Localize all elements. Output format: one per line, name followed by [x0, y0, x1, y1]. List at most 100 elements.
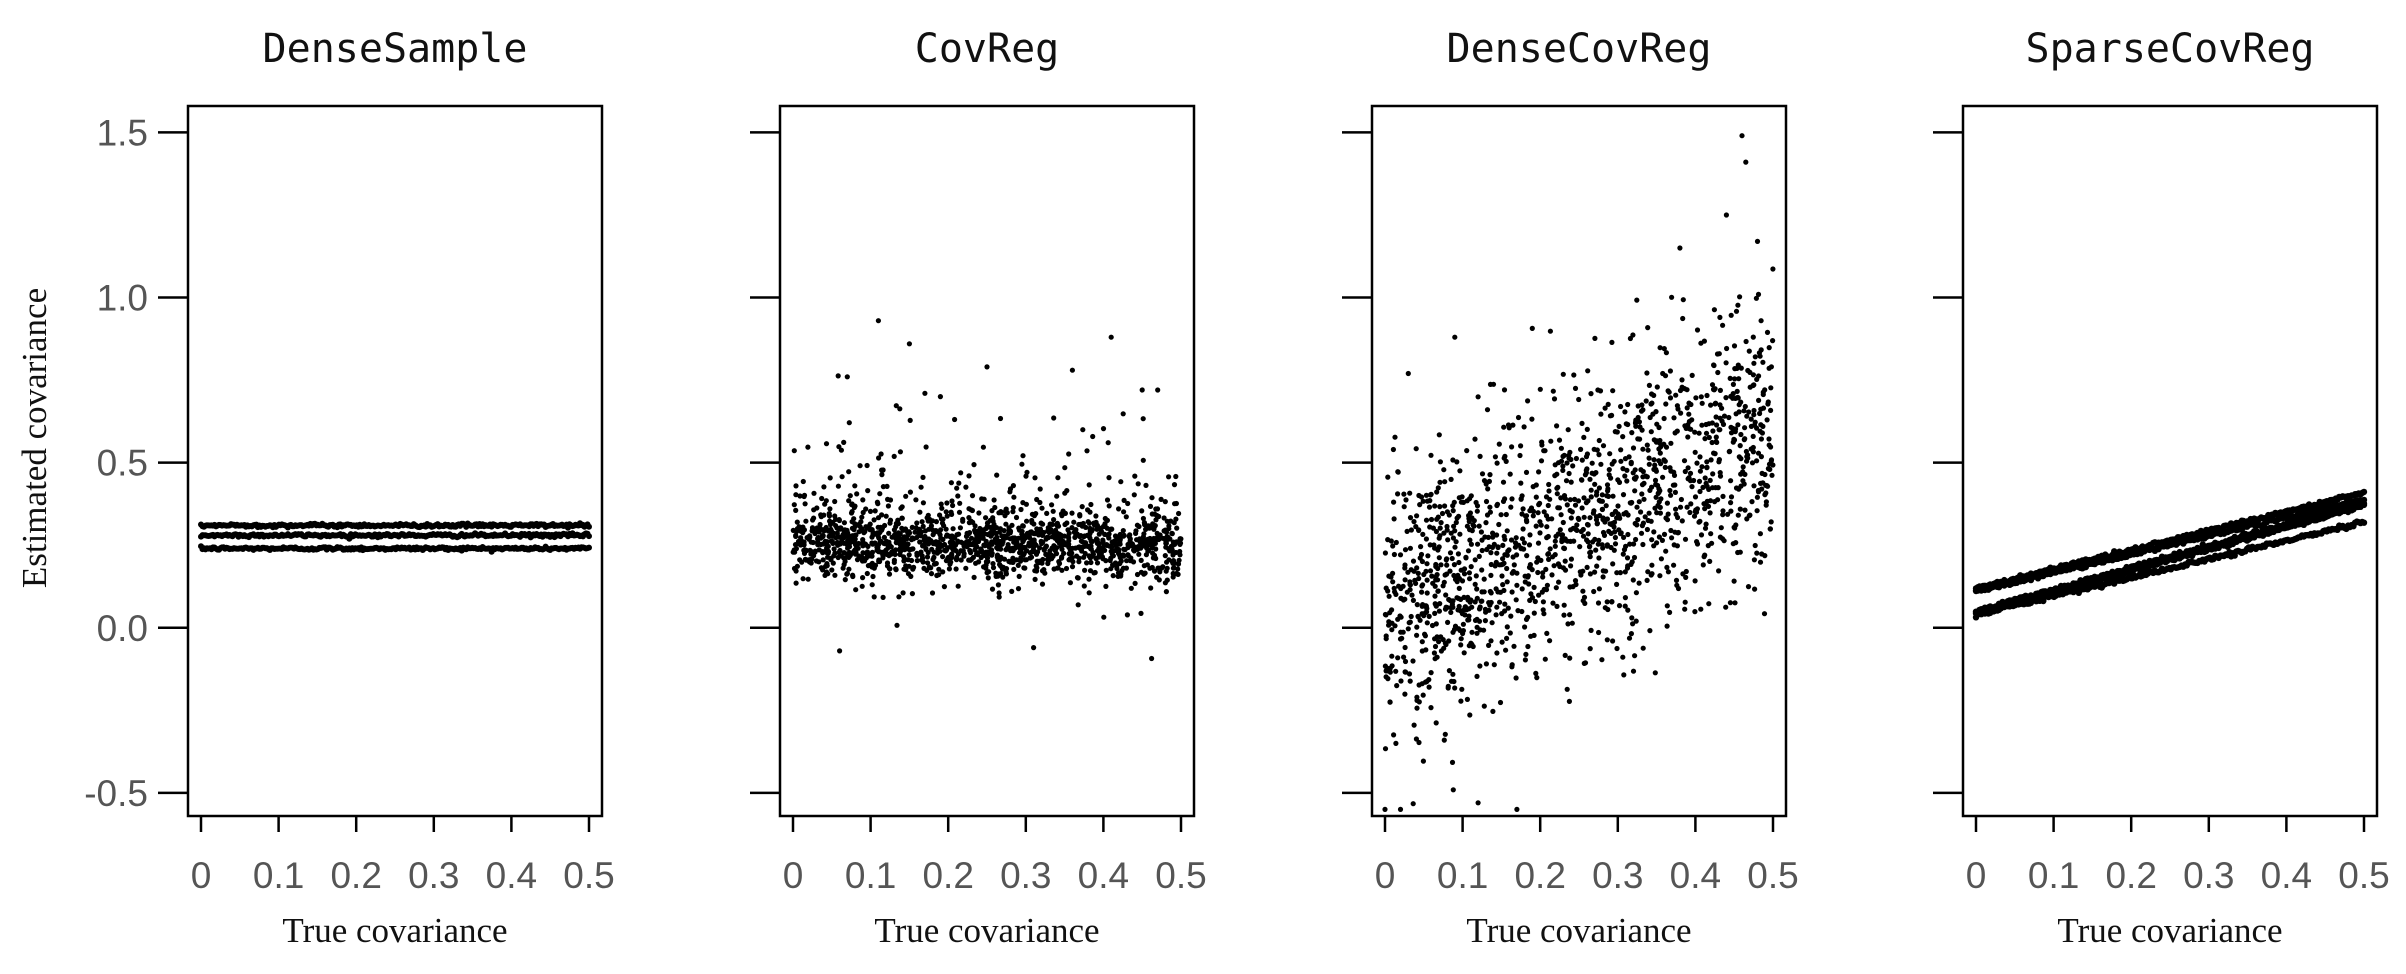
data-point — [920, 559, 926, 565]
data-point — [1649, 537, 1655, 543]
data-point — [1063, 565, 1070, 572]
data-point — [1107, 526, 1113, 533]
data-point — [1603, 503, 1609, 509]
data-point — [1080, 427, 1086, 433]
data-point — [1051, 517, 1057, 523]
data-point — [1635, 517, 1641, 523]
data-point — [1647, 487, 1653, 493]
data-point — [1585, 368, 1591, 374]
data-point — [1763, 482, 1769, 488]
data-point — [1505, 422, 1512, 428]
data-point — [1481, 576, 1487, 582]
data-point — [1468, 541, 1474, 547]
data-point — [1615, 503, 1621, 509]
data-point — [937, 512, 943, 518]
data-point — [1397, 613, 1403, 619]
data-point — [1031, 537, 1037, 543]
data-point — [586, 544, 592, 551]
data-point — [1138, 610, 1144, 617]
data-point — [875, 524, 881, 530]
data-point — [1049, 502, 1055, 508]
data-point — [1572, 502, 1579, 508]
data-point — [1756, 397, 1762, 403]
data-point — [1140, 515, 1146, 522]
data-point — [1449, 759, 1456, 766]
data-point — [1768, 444, 1774, 450]
data-point — [1509, 444, 1515, 450]
data-point — [1617, 570, 1623, 576]
data-point — [1390, 543, 1396, 549]
data-point — [821, 484, 827, 490]
data-point — [1032, 475, 1038, 481]
data-point — [1736, 409, 1742, 415]
data-point — [1464, 523, 1470, 529]
data-point — [1693, 395, 1699, 401]
data-point — [814, 525, 820, 531]
data-point — [1454, 459, 1460, 465]
data-point — [1591, 471, 1597, 477]
data-point — [1419, 589, 1425, 595]
data-point — [1466, 570, 1472, 576]
data-point — [1402, 644, 1408, 651]
data-point — [1519, 608, 1525, 615]
data-point — [1534, 559, 1540, 565]
data-point — [1735, 362, 1741, 368]
data-point — [1562, 558, 1568, 564]
data-point — [966, 538, 972, 544]
data-point — [1652, 505, 1658, 511]
plot-frame — [186, 104, 604, 818]
data-point — [1721, 413, 1728, 419]
data-point — [1488, 561, 1494, 568]
data-point — [811, 515, 817, 521]
data-point — [1134, 571, 1141, 578]
data-point — [1022, 557, 1028, 563]
data-point — [1560, 519, 1566, 526]
data-point — [990, 565, 997, 571]
data-point — [1651, 437, 1657, 443]
data-point — [1591, 588, 1597, 595]
data-point — [1162, 580, 1168, 586]
data-point — [1053, 527, 1059, 533]
data-point — [1396, 583, 1402, 589]
data-point — [1630, 332, 1636, 338]
data-point — [1143, 482, 1149, 488]
data-point — [1469, 604, 1475, 610]
data-point — [1403, 497, 1409, 503]
data-point — [1529, 325, 1535, 331]
data-point — [1758, 436, 1764, 442]
data-point — [1644, 577, 1650, 584]
data-point — [1478, 598, 1484, 604]
data-point — [835, 483, 842, 489]
data-point — [1621, 534, 1627, 541]
data-point — [1596, 537, 1602, 543]
data-point — [1637, 436, 1643, 442]
data-point — [957, 525, 964, 531]
data-point — [1567, 497, 1573, 503]
data-point — [1712, 451, 1718, 457]
data-point — [1388, 538, 1394, 544]
data-point — [1740, 464, 1746, 470]
data-point — [1039, 505, 1045, 511]
data-point — [1161, 515, 1167, 521]
data-point — [1572, 496, 1578, 502]
data-point — [1600, 568, 1606, 574]
data-point — [880, 555, 886, 561]
data-point — [1522, 579, 1528, 585]
data-point — [1731, 524, 1737, 530]
data-point — [1507, 630, 1513, 636]
data-point — [1587, 543, 1593, 549]
data-point — [1557, 527, 1563, 533]
data-point — [1728, 424, 1734, 430]
data-point — [1140, 416, 1146, 422]
data-point — [1564, 460, 1570, 466]
data-point — [1395, 491, 1401, 497]
y-tick-label: 0.5 — [97, 443, 148, 484]
data-point — [836, 534, 842, 540]
data-point — [1615, 511, 1621, 517]
data-point — [851, 504, 857, 511]
data-point — [1652, 477, 1659, 483]
data-point — [863, 506, 869, 512]
data-point — [904, 542, 910, 548]
data-point — [1409, 592, 1415, 598]
data-point — [1668, 440, 1674, 446]
